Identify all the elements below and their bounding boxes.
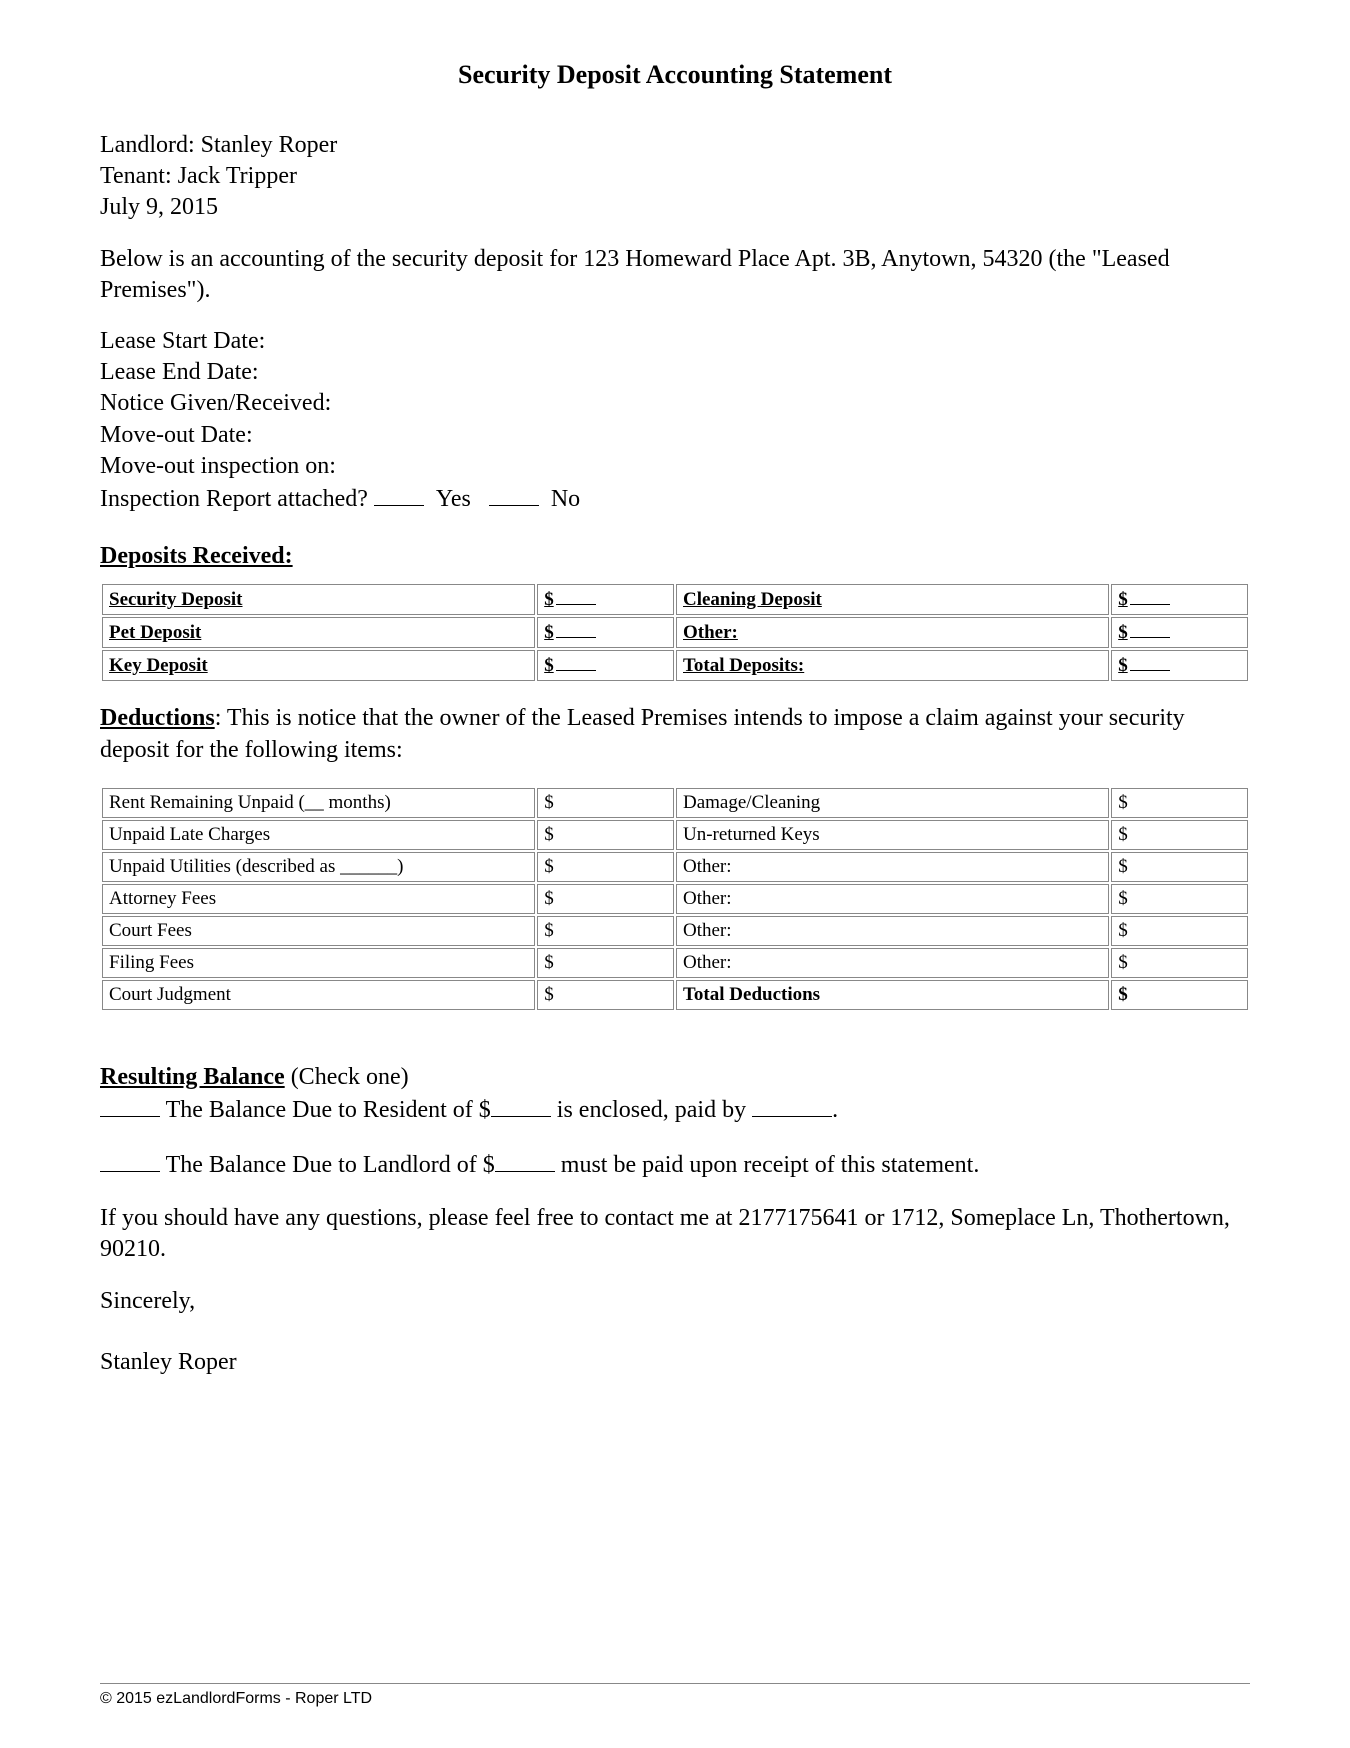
paidby-blank [752, 1093, 832, 1117]
table-row: Key Deposit $ Total Deposits: $ [102, 650, 1248, 681]
deposit-label: Total Deposits: [676, 650, 1109, 681]
deposit-amount: $ [1111, 617, 1248, 648]
balance-1b: is enclosed, paid by [551, 1097, 752, 1123]
no-label: No [551, 486, 580, 512]
deduction-amount: $ [1111, 852, 1248, 882]
balance-heading: Resulting Balance [100, 1064, 285, 1090]
deposit-amount: $ [537, 617, 674, 648]
deposit-label: Other: [676, 617, 1109, 648]
total-deductions-amount: $ [1111, 980, 1248, 1010]
balance-1c: . [832, 1097, 838, 1123]
no-blank [489, 482, 539, 506]
lease-block: Lease Start Date: Lease End Date: Notice… [100, 326, 1250, 515]
deduction-label: Court Fees [102, 916, 535, 946]
deposit-label: Key Deposit [102, 650, 535, 681]
deductions-heading: Deductions [100, 705, 215, 731]
deduction-label: Unpaid Late Charges [102, 820, 535, 850]
tenant-line: Tenant: Jack Tripper [100, 161, 1250, 192]
deposit-label: Security Deposit [102, 584, 535, 615]
deduction-label: Unpaid Utilities (described as ______) [102, 852, 535, 882]
deduction-label: Attorney Fees [102, 884, 535, 914]
header-block: Landlord: Stanley Roper Tenant: Jack Tri… [100, 130, 1250, 224]
balance-suffix: (Check one) [285, 1064, 409, 1090]
balance-1a: The Balance Due to Resident of $ [160, 1097, 491, 1123]
deduction-label: Other: [676, 852, 1109, 882]
total-deductions-label: Total Deductions [676, 980, 1109, 1010]
deduction-amount: $ [1111, 820, 1248, 850]
footer: © 2015 ezLandlordForms - Roper LTD [100, 1683, 1250, 1708]
amount-blank [491, 1093, 551, 1117]
date-line: July 9, 2015 [100, 192, 1250, 223]
deductions-table: Rent Remaining Unpaid (__ months) $ Dama… [100, 786, 1250, 1012]
landlord-line: Landlord: Stanley Roper [100, 130, 1250, 161]
deduction-amount: $ [1111, 788, 1248, 818]
lease-end: Lease End Date: [100, 357, 1250, 388]
signature: Stanley Roper [100, 1347, 1250, 1378]
balance-2b: must be paid upon receipt of this statem… [555, 1152, 980, 1178]
table-row: Attorney Fees $ Other: $ [102, 884, 1248, 914]
landlord-label: Landlord: [100, 132, 195, 158]
balance-line-1: The Balance Due to Resident of $ is encl… [100, 1093, 1250, 1126]
balance-2a: The Balance Due to Landlord of $ [160, 1152, 495, 1178]
deduction-amount: $ [537, 884, 674, 914]
deduction-label: Other: [676, 884, 1109, 914]
yes-blank [374, 482, 424, 506]
deposit-amount: $ [537, 650, 674, 681]
amount-blank [495, 1148, 555, 1172]
deduction-label: Court Judgment [102, 980, 535, 1010]
report-line: Inspection Report attached? Yes No [100, 482, 1250, 515]
deductions-intro: Deductions: This is notice that the owne… [100, 703, 1250, 765]
table-row: Rent Remaining Unpaid (__ months) $ Dama… [102, 788, 1248, 818]
deduction-amount: $ [1111, 884, 1248, 914]
tenant-name: Jack Tripper [178, 163, 297, 189]
check-blank [100, 1093, 160, 1117]
balance-line-2: The Balance Due to Landlord of $ must be… [100, 1148, 1250, 1181]
deposit-amount: $ [1111, 584, 1248, 615]
sincerely: Sincerely, [100, 1286, 1250, 1317]
lease-start: Lease Start Date: [100, 326, 1250, 357]
deposit-label: Cleaning Deposit [676, 584, 1109, 615]
deduction-label: Other: [676, 948, 1109, 978]
check-blank [100, 1148, 160, 1172]
table-row: Court Judgment $ Total Deductions $ [102, 980, 1248, 1010]
tenant-label: Tenant: [100, 163, 172, 189]
deduction-amount: $ [1111, 916, 1248, 946]
contact-paragraph: If you should have any questions, please… [100, 1203, 1250, 1265]
deduction-amount: $ [1111, 948, 1248, 978]
table-row: Pet Deposit $ Other: $ [102, 617, 1248, 648]
table-row: Filing Fees $ Other: $ [102, 948, 1248, 978]
intro-paragraph: Below is an accounting of the security d… [100, 244, 1250, 306]
table-row: Security Deposit $ Cleaning Deposit $ [102, 584, 1248, 615]
deduction-amount: $ [537, 948, 674, 978]
deposits-table: Security Deposit $ Cleaning Deposit $ Pe… [100, 582, 1250, 683]
inspection: Move-out inspection on: [100, 451, 1250, 482]
deduction-amount: $ [537, 788, 674, 818]
deposit-amount: $ [1111, 650, 1248, 681]
balance-block: Resulting Balance (Check one) The Balanc… [100, 1062, 1250, 1182]
deduction-label: Rent Remaining Unpaid (__ months) [102, 788, 535, 818]
document-page: Security Deposit Accounting Statement La… [0, 0, 1350, 1748]
deduction-label: Damage/Cleaning [676, 788, 1109, 818]
deduction-label: Filing Fees [102, 948, 535, 978]
deposit-amount: $ [537, 584, 674, 615]
notice: Notice Given/Received: [100, 388, 1250, 419]
deposits-heading: Deposits Received: [100, 543, 1250, 570]
deduction-label: Un-returned Keys [676, 820, 1109, 850]
table-row: Unpaid Late Charges $ Un-returned Keys $ [102, 820, 1248, 850]
table-row: Unpaid Utilities (described as ______) $… [102, 852, 1248, 882]
balance-heading-line: Resulting Balance (Check one) [100, 1062, 1250, 1093]
moveout: Move-out Date: [100, 420, 1250, 451]
deduction-amount: $ [537, 916, 674, 946]
deposit-label: Pet Deposit [102, 617, 535, 648]
landlord-name: Stanley Roper [201, 132, 338, 158]
document-title: Security Deposit Accounting Statement [100, 60, 1250, 90]
table-row: Court Fees $ Other: $ [102, 916, 1248, 946]
deduction-amount: $ [537, 980, 674, 1010]
deduction-amount: $ [537, 820, 674, 850]
yes-label: Yes [436, 486, 471, 512]
deductions-tail: : This is notice that the owner of the L… [100, 705, 1185, 762]
report-label: Inspection Report attached? [100, 486, 368, 512]
deduction-amount: $ [537, 852, 674, 882]
deduction-label: Other: [676, 916, 1109, 946]
